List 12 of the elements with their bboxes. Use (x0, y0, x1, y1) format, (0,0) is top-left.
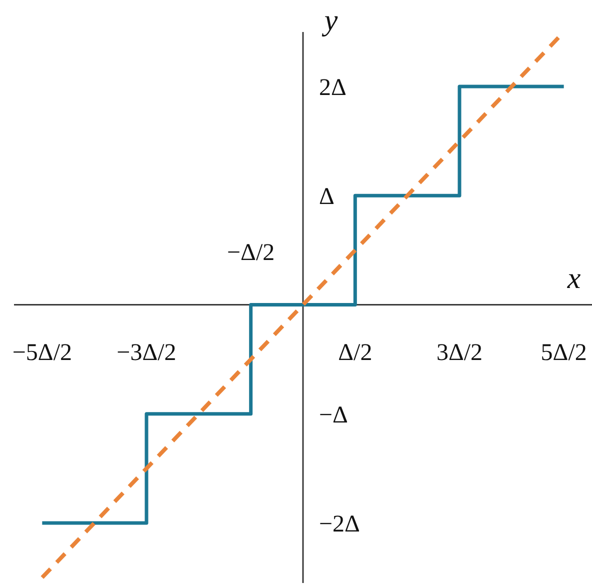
y-tick-label: Δ (319, 184, 334, 210)
y-tick-label: −2Δ (319, 511, 360, 538)
x-axis-title: x (566, 262, 582, 295)
x-tick-label: −5Δ/2 (12, 340, 72, 366)
x-tick-label: 3Δ/2 (436, 340, 483, 366)
y-tick-label: 2Δ (319, 74, 346, 101)
x-tick-label: 5Δ/2 (540, 340, 587, 366)
x-tick-label: −3Δ/2 (116, 340, 176, 366)
y-tick-label: −Δ (319, 402, 348, 428)
x-tick-label: −Δ/2 (227, 240, 275, 266)
x-tick-label: Δ/2 (338, 340, 372, 366)
y-axis-title: y (321, 4, 338, 37)
